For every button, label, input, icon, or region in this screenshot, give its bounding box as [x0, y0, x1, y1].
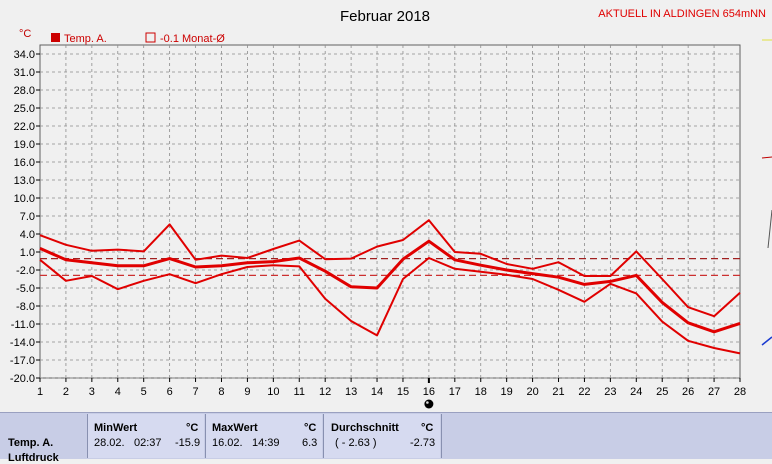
x-tick-label: 1 [37, 386, 43, 398]
x-tick-label: 11 [294, 386, 305, 398]
separator [441, 414, 442, 458]
y-tick-label: 25.0 [14, 103, 35, 115]
x-tick-label: 25 [656, 386, 668, 398]
x-tick-label: 24 [630, 386, 642, 398]
max-header: MaxWert [212, 422, 258, 434]
y-tick-label: 22.0 [14, 121, 35, 133]
max-value: 6.3 [302, 437, 318, 449]
y-tick-label: 28.0 [14, 85, 35, 97]
series-line-avg [39, 239, 741, 334]
max-unit: °C [304, 422, 317, 434]
avg-paren: ( - 2.63 ) [335, 437, 377, 449]
y-tick-label: 34.0 [14, 49, 35, 61]
x-tick-label: 15 [397, 386, 409, 398]
x-tick-label: 22 [578, 386, 590, 398]
x-tick-label: 26 [682, 386, 694, 398]
y-tick-label: 4.0 [20, 229, 35, 241]
grid [39, 44, 741, 379]
y-tick-label: 7.0 [20, 211, 35, 223]
plot-area [39, 44, 741, 379]
x-tick-label: 18 [475, 386, 487, 398]
y-tick-label: -14.0 [10, 337, 35, 349]
x-tick-label: 12 [319, 386, 331, 398]
y-unit-label: °C [19, 28, 31, 40]
max-date: 16.02. [212, 437, 243, 449]
x-axis: 1 2 3 4 5 6 7 8 9 10 11 12 13 14 15 16 17 18 19 20 21 22 23 24 2… [37, 378, 746, 409]
y-tick-label: -17.0 [10, 355, 35, 367]
series-line-max [39, 219, 741, 318]
separator [205, 414, 206, 458]
x-tick-label: 3 [89, 386, 95, 398]
y-tick-label: 31.0 [14, 67, 35, 79]
x-tick-label: 6 [167, 386, 173, 398]
row-label-temp: Temp. A. [8, 437, 54, 449]
location-label: AKTUELL IN ALDINGEN 654mNN [598, 8, 766, 20]
today-marker-icon [424, 399, 434, 409]
row-label-pressure: Luftdruck [8, 452, 59, 464]
avg-value: -2.73 [410, 437, 436, 449]
x-tick-label: 2 [63, 386, 69, 398]
avg-box [324, 414, 440, 458]
max-box [206, 414, 322, 458]
side-chart-fragment [761, 39, 772, 346]
min-header: MinWert [94, 422, 138, 434]
y-tick-label: 16.0 [14, 157, 35, 169]
min-date: 28.02. [94, 437, 125, 449]
x-tick-label: 17 [449, 386, 461, 398]
legend-swatch-avg [145, 32, 156, 43]
x-tick-label: 20 [526, 386, 538, 398]
min-value: -15.9 [175, 437, 201, 449]
x-tick-label: 21 [552, 386, 564, 398]
min-unit: °C [186, 422, 199, 434]
x-tick-label: 27 [708, 386, 720, 398]
chart-title: Februar 2018 [340, 8, 430, 25]
x-tick-label: 9 [244, 386, 250, 398]
today-marker-icon-highlight [426, 401, 429, 404]
x-tick-label: 14 [371, 386, 383, 398]
reference-lines [40, 258, 740, 276]
series-line-min [39, 257, 741, 355]
x-tick-label: 23 [604, 386, 616, 398]
y-tick-label: -8.0 [16, 301, 35, 313]
legend-label-avg: -0.1 Monat-Ø [160, 33, 225, 45]
y-tick-label: -2.0 [16, 265, 35, 277]
y-tick-label: -20.0 [10, 373, 35, 385]
y-tick-label: 1.0 [20, 247, 35, 259]
y-tick-label: -11.0 [11, 319, 35, 331]
y-tick-label: 19.0 [14, 139, 35, 151]
x-tick-label: 16 [423, 386, 435, 398]
y-tick-label: 13.0 [14, 175, 35, 187]
x-tick-label: 7 [192, 386, 198, 398]
temperature-chart: Februar 2018 AKTUELL IN ALDINGEN 654mNN … [10, 8, 772, 409]
separator [323, 414, 324, 458]
x-tick-label: 4 [115, 386, 121, 398]
max-time: 14:39 [252, 437, 280, 449]
avg-unit: °C [421, 422, 434, 434]
x-tick-label: 10 [267, 386, 279, 398]
min-time: 02:37 [134, 437, 162, 449]
legend-swatch-temp [51, 33, 60, 42]
y-tick-label: 10.0 [14, 193, 35, 205]
min-box [88, 414, 204, 458]
x-tick-label: 28 [734, 386, 746, 398]
y-tick-label: -5.0 [16, 283, 35, 295]
avg-header: Durchschnitt [331, 422, 399, 434]
separator [87, 414, 88, 458]
y-axis: 34.0 31.0 28.0 25.0 22.0 19.0 16.0 13.0 10.0 7.0 4… [10, 49, 40, 385]
x-tick-label: 19 [501, 386, 513, 398]
x-tick-label: 5 [141, 386, 147, 398]
x-tick-label: 8 [218, 386, 224, 398]
series-lines [39, 219, 741, 355]
legend-label-temp: Temp. A. [64, 33, 107, 45]
x-tick-label: 13 [345, 386, 357, 398]
